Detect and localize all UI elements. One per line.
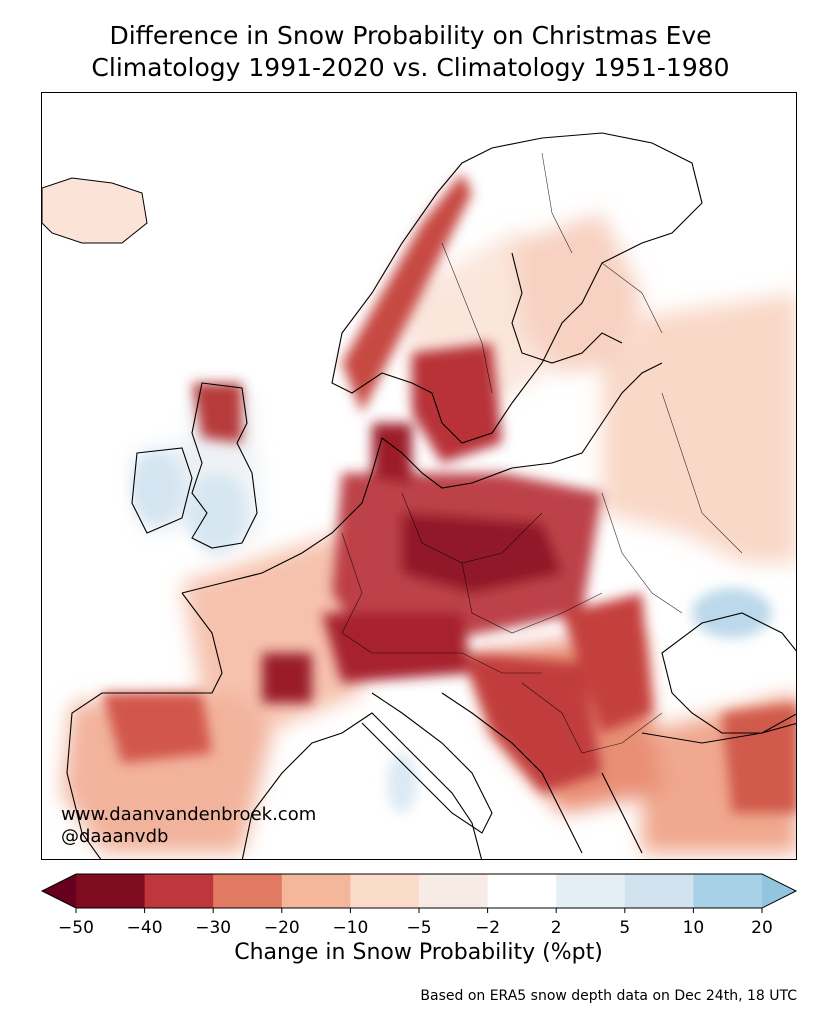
colorbar-tick-label: −30: [195, 918, 232, 938]
chart-title-line2: Climatology 1991-2020 vs. Climatology 19…: [91, 53, 730, 82]
colorbar-tick-label: −10: [332, 918, 369, 938]
colorbar-tick-label: 20: [751, 918, 773, 938]
colorbar-segment: [624, 874, 694, 908]
colorbar-segment: [281, 874, 351, 908]
colorbar-segment: [213, 874, 283, 908]
colorbar-tick-label: 10: [682, 918, 705, 938]
colorbar-segment: [487, 874, 557, 908]
chart-title-line1: Difference in Snow Probability on Christ…: [109, 21, 712, 50]
watermark-website: www.daanvandenbroek.com: [61, 804, 317, 825]
colorbar-extend-over: [762, 874, 796, 908]
country-borders: [341, 152, 743, 754]
colorbar-segment: [76, 874, 146, 908]
colorbar-tick-label: −5: [406, 918, 432, 938]
colorbar-segment: [556, 874, 626, 908]
snow-change-field-strong: [102, 173, 796, 813]
snow-increase-patches: [132, 453, 772, 813]
colorbar-extend-under: [42, 874, 76, 908]
watermark-handle: @daaanvdb: [61, 826, 169, 847]
europe-map: [42, 132, 796, 859]
colorbar-tick-label: −50: [58, 918, 94, 938]
coastlines: [66, 132, 796, 859]
colorbar: [40, 873, 798, 913]
colorbar-segment: [350, 874, 420, 908]
colorbar-tick-label: 5: [619, 918, 631, 938]
colorbar-tick-label: −2: [475, 918, 501, 938]
colorbar-segment: [693, 874, 763, 908]
colorbar-segment: [144, 874, 214, 908]
colorbar-tick-label: −20: [263, 918, 300, 938]
map-plot-area: [41, 92, 797, 860]
colorbar-tick-label: −40: [126, 918, 163, 938]
source-note: Based on ERA5 snow depth data on Dec 24t…: [420, 988, 797, 1004]
colorbar-segment: [419, 874, 489, 908]
colorbar-label: Change in Snow Probability (%pt): [234, 940, 603, 965]
colorbar-tick-label: 2: [550, 918, 562, 938]
